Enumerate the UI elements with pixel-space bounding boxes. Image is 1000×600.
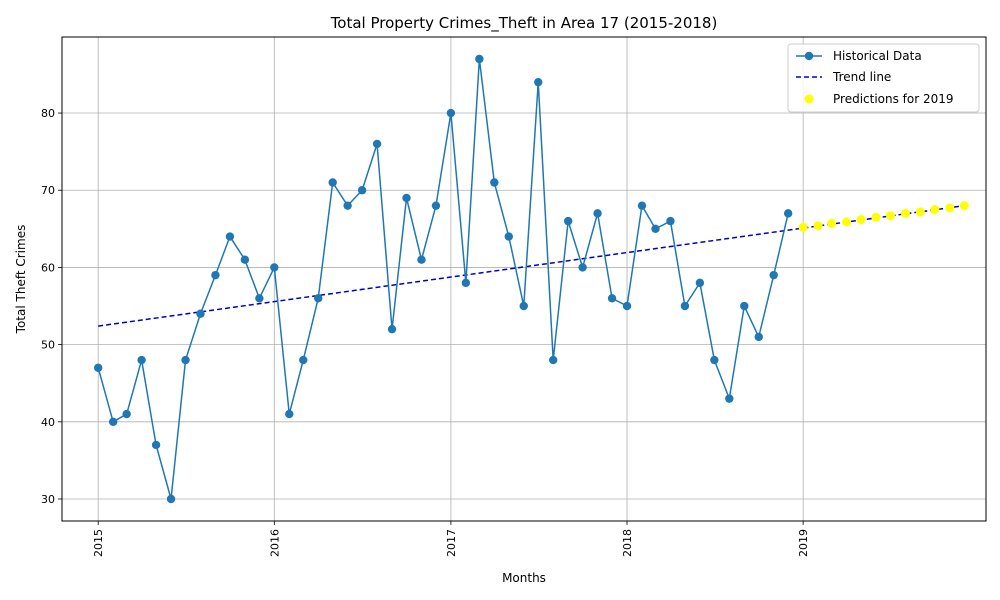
historical-point [343, 201, 352, 210]
historical-point [593, 209, 602, 218]
prediction-point [959, 201, 969, 211]
plot-frame [61, 36, 987, 522]
historical-point [314, 294, 323, 303]
prediction-point [842, 217, 852, 227]
historical-point [181, 355, 190, 365]
prediction-point [798, 222, 808, 232]
historical-point [519, 301, 528, 311]
historical-point [387, 324, 397, 334]
historical-series-line [97, 58, 789, 500]
historical-point [548, 355, 558, 365]
chart-title: Total Property Crimes_Theft in Area 17 (… [330, 14, 718, 33]
historical-point [695, 278, 705, 288]
legend-trend-label: Trend line [832, 70, 891, 84]
historical-point [151, 440, 161, 450]
historical-point [196, 309, 205, 318]
historical-point [166, 494, 176, 504]
historical-point [475, 54, 484, 64]
x-tick-label: 2015 [92, 529, 105, 557]
prediction-point [900, 208, 910, 218]
historical-point [666, 216, 675, 226]
y-tick-label: 60 [41, 261, 55, 274]
historical-point [431, 201, 441, 210]
historical-point [137, 355, 146, 365]
historical-point [710, 355, 719, 365]
x-tick-label: 2019 [797, 529, 810, 557]
x-axis-label: Months [502, 571, 546, 585]
historical-point [637, 201, 647, 210]
historical-point [534, 77, 543, 87]
prediction-point [856, 215, 866, 225]
historical-point [372, 139, 382, 149]
historical-point [754, 332, 763, 342]
historical-point [357, 186, 367, 195]
prediction-series-layer [798, 201, 969, 232]
legend-prediction-label: Predictions for 2019 [833, 92, 954, 106]
x-tick-label: 2017 [445, 529, 458, 557]
legend-historical-label: Historical Data [833, 49, 922, 63]
prediction-point [871, 212, 881, 222]
prediction-point [885, 211, 895, 221]
prediction-point [813, 221, 823, 231]
historical-point [740, 301, 749, 311]
legend-historical-marker [804, 51, 814, 61]
historical-point [299, 355, 308, 365]
y-tick-label: 40 [41, 416, 55, 429]
historical-point [446, 108, 456, 118]
legend: Historical Data Trend line Predictions f… [787, 43, 980, 113]
historical-point [285, 409, 294, 419]
historical-point [108, 417, 118, 427]
historical-point [461, 278, 471, 288]
historical-point [504, 232, 514, 241]
historical-point [402, 193, 411, 203]
historical-point [607, 294, 617, 303]
historical-point [417, 255, 426, 264]
historical-point [255, 294, 264, 303]
historical-point [270, 263, 279, 272]
historical-series-layer [93, 54, 793, 504]
historical-point [93, 363, 103, 372]
prediction-point [915, 207, 925, 217]
y-tick-label: 30 [41, 493, 55, 506]
historical-point [490, 178, 499, 187]
historical-point [578, 263, 587, 272]
y-axis-ticks: 30 40 50 60 70 80 [41, 107, 62, 506]
historical-point [622, 301, 632, 311]
historical-point [563, 216, 573, 226]
historical-point [725, 394, 734, 403]
x-tick-label: 2016 [268, 529, 281, 557]
y-tick-label: 70 [41, 184, 55, 197]
historical-point [211, 270, 220, 280]
historical-point [122, 409, 131, 419]
historical-point [680, 301, 690, 311]
historical-point [328, 178, 337, 187]
legend-box [787, 43, 980, 113]
y-tick-label: 80 [41, 107, 55, 120]
y-axis-label: Total Theft Crimes [14, 225, 28, 335]
prediction-point [827, 218, 837, 228]
legend-prediction-marker [804, 94, 814, 104]
prediction-point [930, 205, 940, 215]
x-tick-label: 2018 [621, 529, 634, 557]
historical-point [225, 232, 235, 241]
prediction-point [945, 203, 955, 213]
historical-point [783, 209, 793, 218]
y-tick-label: 50 [41, 339, 55, 352]
historical-point [240, 255, 250, 264]
x-axis-ticks: 2015 2016 2017 2018 2019 [92, 521, 810, 557]
historical-point [769, 270, 778, 280]
historical-point [651, 224, 660, 234]
